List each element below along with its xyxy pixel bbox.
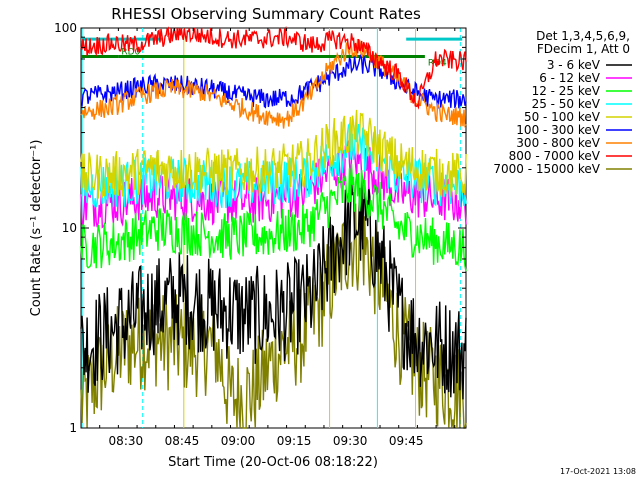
legend-entry-label: 12 - 25 keV: [532, 84, 601, 98]
x-axis-label: Start Time (20-Oct-06 08:18:22): [168, 455, 378, 470]
legend-entry-label: 300 - 800 keV: [516, 136, 600, 150]
legend-entry-label: 100 - 300 keV: [516, 123, 600, 137]
y-axis-label: Count Rate (s⁻¹ detector⁻¹): [29, 140, 44, 317]
state-label-n: N: [166, 30, 173, 40]
x-tick-label: 09:15: [277, 434, 312, 448]
x-tick-label: 09:45: [389, 434, 424, 448]
x-tick-label: 08:45: [165, 434, 200, 448]
series-line-50-100-kev: [80, 109, 467, 199]
x-tick-label: 09:00: [221, 434, 256, 448]
x-axis-ticks: 08:30 08:45 09:00 09:15 09:30 09:45: [80, 28, 456, 448]
y-axis-ticks: 1 10 100: [54, 21, 466, 435]
legend-header-line-2: FDecim 1, Att 0: [537, 42, 630, 56]
series-line-6-12-kev: [80, 140, 467, 229]
y-tick-label: 100: [54, 21, 77, 35]
series-layer: [80, 26, 467, 429]
legend-entry-label: 3 - 6 keV: [547, 58, 601, 72]
legend: Det 1,3,4,5,6,9, FDecim 1, Att 0 3 - 6 k…: [493, 29, 632, 176]
legend-entry-label: 25 - 50 keV: [532, 97, 601, 111]
series-line-12-25-kev: [80, 163, 467, 272]
y-tick-label: 10: [62, 221, 77, 235]
legend-entry-label: 6 - 12 keV: [539, 71, 601, 85]
legend-entry-label: 800 - 7000 keV: [509, 149, 601, 163]
x-tick-label: 09:30: [333, 434, 368, 448]
legend-entry-label: 50 - 100 keV: [524, 110, 601, 124]
series-line-3-6-kev: [80, 179, 467, 400]
legend-entry-label: 7000 - 15000 keV: [493, 162, 600, 176]
series-line-25-50-kev: [80, 121, 467, 209]
chart-title: RHESSI Observing Summary Count Rates: [111, 5, 421, 23]
footer-timestamp: 17-Oct-2021 13:08: [560, 467, 636, 476]
series-line-800-7000-kev: [80, 26, 467, 110]
series-line-7000-15000-kev: [80, 203, 467, 429]
x-tick-label: 08:30: [109, 434, 144, 448]
state-label-rd0: RD0: [121, 48, 140, 58]
y-tick-label: 1: [69, 421, 77, 435]
legend-header-line-1: Det 1,3,4,5,6,9,: [536, 29, 630, 43]
